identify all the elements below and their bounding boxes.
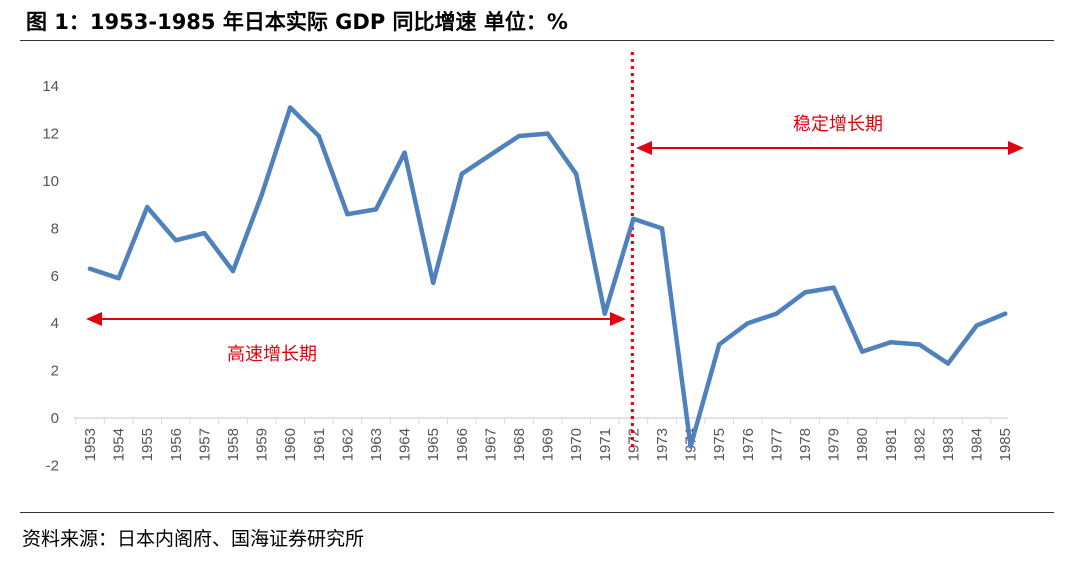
x-tick-label: 1979 bbox=[826, 428, 843, 461]
gdp-growth-line bbox=[87, 105, 1008, 449]
data-point bbox=[659, 226, 665, 231]
x-tick-label: 1966 bbox=[454, 428, 471, 461]
chart-title: 图 1：1953-1985 年日本实际 GDP 同比增速 单位：% bbox=[26, 10, 568, 34]
data-point bbox=[402, 150, 407, 155]
x-tick-label: 1960 bbox=[282, 428, 299, 461]
x-tick-label: 1984 bbox=[969, 428, 986, 461]
data-point bbox=[545, 131, 550, 136]
data-point bbox=[888, 339, 893, 345]
period-label: 高速增长期 bbox=[227, 344, 317, 365]
x-tick-label: 1955 bbox=[139, 428, 156, 461]
data-point bbox=[688, 444, 693, 449]
data-point bbox=[945, 361, 951, 366]
y-tick-label: 4 bbox=[51, 315, 59, 332]
data-point bbox=[173, 238, 178, 243]
x-tick-label: 1982 bbox=[911, 428, 928, 461]
x-tick-label: 1967 bbox=[482, 428, 499, 461]
y-tick-label: 10 bbox=[42, 173, 59, 190]
arrow-head-left bbox=[86, 312, 102, 326]
x-tick-label: 1978 bbox=[797, 428, 814, 461]
x-tick-label: 1962 bbox=[339, 428, 356, 461]
x-tick-label: 1981 bbox=[883, 428, 900, 461]
data-point bbox=[316, 133, 321, 139]
data-point bbox=[259, 193, 264, 198]
data-point bbox=[202, 230, 207, 236]
x-tick-label: 1973 bbox=[654, 428, 671, 461]
data-point bbox=[602, 311, 607, 316]
data-point bbox=[145, 204, 150, 210]
data-point bbox=[717, 342, 722, 347]
data-point bbox=[974, 323, 979, 328]
x-tick-label: 1956 bbox=[168, 428, 185, 461]
data-point bbox=[431, 280, 436, 286]
x-tick-label: 1971 bbox=[597, 428, 614, 461]
x-tick-label: 1959 bbox=[254, 428, 271, 461]
data-point bbox=[516, 133, 522, 139]
y-tick-label: 2 bbox=[51, 363, 59, 380]
x-tick-label: 1954 bbox=[111, 428, 128, 461]
period-annotations: 高速增长期 稳定增长期 bbox=[86, 114, 1024, 365]
x-tick-label: 1985 bbox=[997, 428, 1014, 461]
top-divider bbox=[20, 40, 1054, 41]
data-point bbox=[831, 285, 836, 290]
y-tick-label: 8 bbox=[51, 220, 59, 237]
data-point bbox=[631, 216, 636, 222]
x-tick-label: 1963 bbox=[368, 428, 385, 461]
x-axis-ticks: 1953 1954 1955 1956 1957 1958 1959 1960 1961 1962… bbox=[75, 418, 1014, 461]
arrow-head-right bbox=[610, 312, 626, 326]
x-tick-label: 1968 bbox=[511, 428, 528, 461]
data-point bbox=[745, 321, 750, 326]
y-tick-label: 12 bbox=[42, 126, 59, 143]
data-point bbox=[802, 290, 808, 295]
data-point bbox=[373, 207, 379, 212]
x-tick-label: 1977 bbox=[768, 428, 785, 461]
data-point bbox=[87, 266, 93, 271]
data-point bbox=[288, 105, 293, 110]
x-tick-label: 1958 bbox=[225, 428, 242, 461]
x-tick-label: 1976 bbox=[740, 428, 757, 461]
data-point bbox=[860, 349, 865, 354]
x-tick-label: 1961 bbox=[311, 428, 328, 461]
x-tick-label: 1969 bbox=[540, 428, 557, 461]
x-tick-label: 1983 bbox=[940, 428, 957, 461]
arrow-head-left bbox=[636, 141, 652, 155]
data-point bbox=[230, 268, 236, 274]
x-tick-label: 1970 bbox=[568, 428, 585, 461]
x-tick-label: 1957 bbox=[196, 428, 213, 461]
x-tick-label: 1975 bbox=[711, 428, 728, 461]
arrow-head-right bbox=[1008, 141, 1024, 155]
y-tick-label: -2 bbox=[46, 457, 59, 474]
data-point bbox=[459, 171, 464, 177]
data-point bbox=[116, 275, 121, 281]
x-tick-label: 1953 bbox=[82, 428, 99, 461]
y-tick-label: 0 bbox=[51, 410, 59, 427]
x-tick-label: 1980 bbox=[854, 428, 871, 461]
bottom-divider bbox=[20, 512, 1054, 513]
y-tick-label: 14 bbox=[42, 78, 59, 95]
data-point bbox=[345, 211, 350, 217]
y-axis-ticks: -2 0 2 4 6 8 10 12 14 bbox=[42, 78, 59, 474]
y-tick-label: 6 bbox=[51, 268, 59, 285]
data-point bbox=[488, 152, 493, 158]
data-point bbox=[574, 171, 579, 177]
source-note: 资料来源：日本内阁府、国海证券研究所 bbox=[22, 528, 365, 550]
data-points bbox=[87, 105, 1008, 449]
data-point bbox=[917, 342, 922, 347]
x-tick-label: 1964 bbox=[397, 428, 414, 461]
data-point bbox=[1003, 311, 1008, 316]
x-tick-label: 1965 bbox=[425, 428, 442, 461]
data-point bbox=[774, 311, 779, 316]
period-label: 稳定增长期 bbox=[793, 114, 883, 135]
